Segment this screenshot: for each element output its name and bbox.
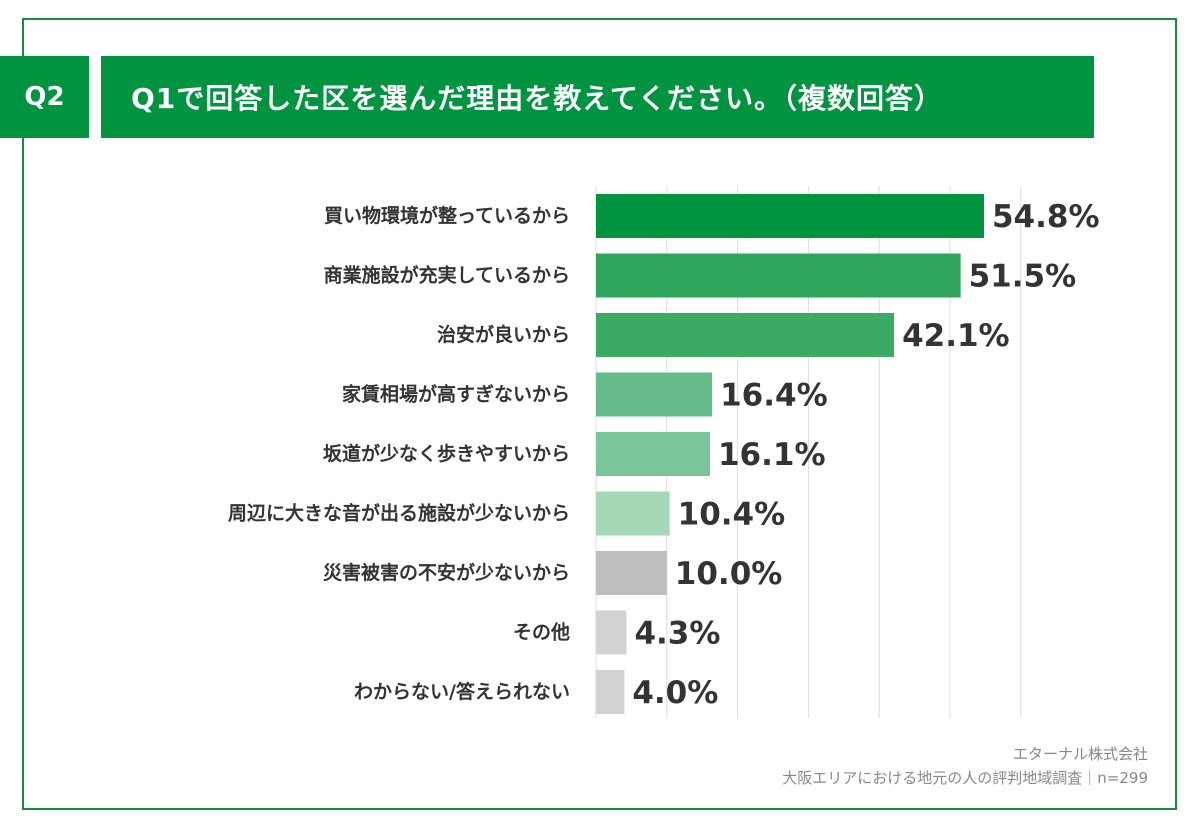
bar	[596, 253, 961, 298]
bar	[596, 670, 625, 714]
bar	[596, 372, 713, 417]
category-label: 坂道が少なく歩きやすいから	[323, 442, 570, 465]
source-company: エターナル株式会社	[1012, 745, 1148, 763]
category-label: 災害被害の不安が少ないから	[323, 561, 570, 584]
bar	[596, 610, 627, 655]
value-label: 54.8%	[992, 199, 1100, 235]
category-label: 買い物環境が整っているから	[324, 204, 570, 227]
value-label: 16.1%	[718, 437, 826, 473]
value-label: 42.1%	[902, 318, 1010, 354]
value-label: 10.0%	[675, 556, 783, 592]
value-label: 16.4%	[720, 378, 828, 414]
source-survey: 大阪エリアにおける地元の人の評判地域調査｜n=299	[782, 769, 1148, 787]
bar	[596, 313, 895, 357]
bar	[596, 432, 710, 476]
value-label: 51.5%	[969, 259, 1077, 295]
chart-frame	[22, 18, 1177, 810]
category-label: 周辺に大きな音が出る施設が少ないから	[228, 502, 570, 525]
category-label: わからない/答えられない	[354, 680, 570, 703]
question-badge: Q2	[0, 56, 89, 138]
category-label: 治安が良いから	[437, 323, 570, 346]
value-label: 4.3%	[634, 616, 720, 652]
question-title: Q1で回答した区を選んだ理由を教えてください。（複数回答）	[101, 56, 1094, 138]
category-label: 家賃相場が高すぎないから	[342, 383, 570, 406]
value-label: 10.4%	[678, 497, 786, 533]
category-label: 商業施設が充実しているから	[324, 264, 570, 287]
value-label: 4.0%	[632, 675, 718, 711]
bar	[596, 194, 984, 238]
source-note: エターナル株式会社 大阪エリアにおける地元の人の評判地域調査｜n=299	[782, 742, 1148, 790]
bar	[596, 551, 667, 595]
category-label: その他	[513, 621, 570, 644]
bar	[596, 491, 670, 536]
